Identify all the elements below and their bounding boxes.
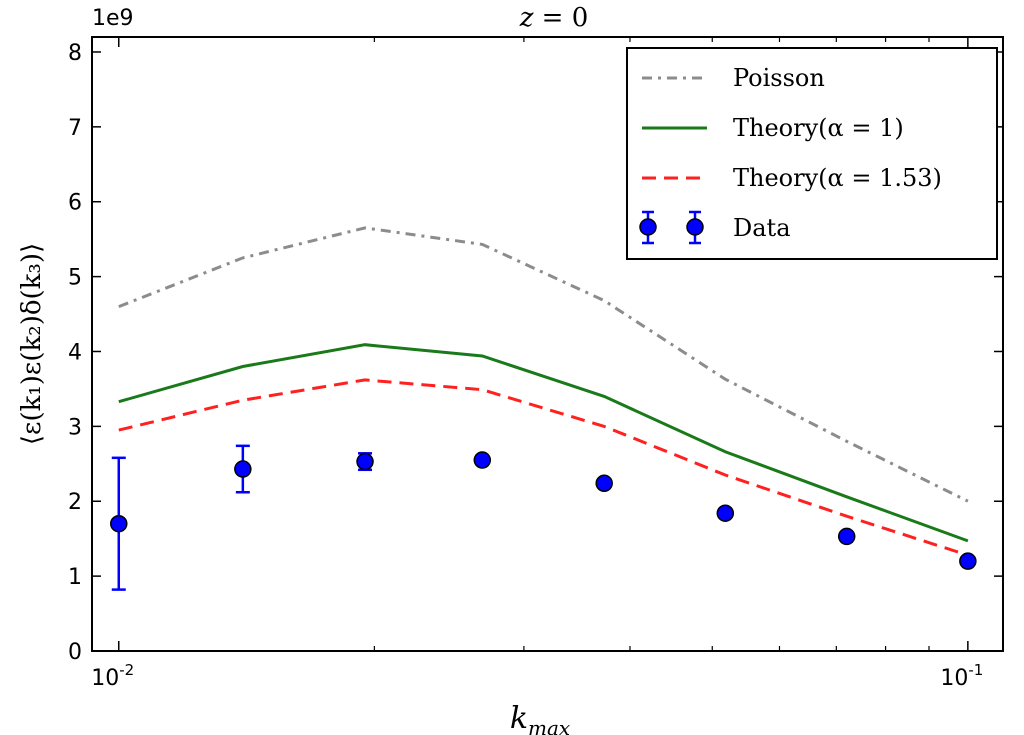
data-point bbox=[959, 552, 977, 570]
legend: Poisson Theory(α = 1) Theory(α = 1.53) D… bbox=[626, 47, 998, 260]
y-tick-label: 4 bbox=[68, 340, 82, 365]
y-tick-label: 7 bbox=[68, 116, 82, 141]
data-point bbox=[356, 452, 374, 472]
data-marker bbox=[595, 474, 613, 493]
legend-theory153-label: Theory(α = 1.53) bbox=[733, 164, 942, 192]
x-axis: 10-2 10-1 bbox=[91, 37, 983, 691]
data-marker bbox=[959, 552, 977, 570]
data-point bbox=[234, 444, 252, 494]
y-offset-label: 1e9 bbox=[92, 6, 134, 31]
y-tick-label: 0 bbox=[68, 640, 82, 665]
y-tick-label: 6 bbox=[68, 191, 82, 216]
series-2-line bbox=[118, 378, 969, 557]
y-tick-label: 2 bbox=[68, 490, 82, 515]
series-1-line bbox=[118, 343, 969, 543]
legend-theory1-label: Theory(α = 1) bbox=[733, 114, 904, 142]
data-point bbox=[473, 451, 492, 469]
y-tick-label: 5 bbox=[68, 266, 82, 291]
y-axis-label: ⟨ε(k₁)ε(k₂)δ(k₃)⟩ bbox=[17, 243, 47, 445]
legend-data-label: Data bbox=[733, 214, 791, 242]
chart-title: z = 0 bbox=[519, 3, 589, 33]
y-tick-label: 3 bbox=[68, 415, 82, 440]
data-marker bbox=[356, 452, 374, 471]
data-point bbox=[110, 456, 128, 591]
y-axis: 0 1 2 3 4 5 6 7 8 bbox=[68, 41, 1003, 665]
x-tick-label: 10-1 bbox=[940, 661, 983, 691]
data-marker bbox=[110, 514, 128, 533]
data-point bbox=[595, 474, 613, 493]
y-tick-label: 1 bbox=[68, 565, 82, 590]
legend-data-marker bbox=[639, 210, 704, 245]
series-0-line bbox=[118, 226, 969, 503]
x-tick-label: 10-2 bbox=[91, 661, 134, 691]
data-marker bbox=[837, 527, 856, 546]
legend-poisson-label: Poisson bbox=[733, 64, 825, 92]
data-marker bbox=[716, 504, 735, 522]
data-marker bbox=[234, 460, 252, 478]
data-marker bbox=[473, 451, 492, 469]
data-point bbox=[716, 504, 735, 522]
x-axis-label: kmax bbox=[510, 701, 570, 735]
series-layer bbox=[110, 226, 977, 591]
data-point bbox=[837, 527, 856, 546]
y-tick-label: 8 bbox=[68, 41, 82, 66]
